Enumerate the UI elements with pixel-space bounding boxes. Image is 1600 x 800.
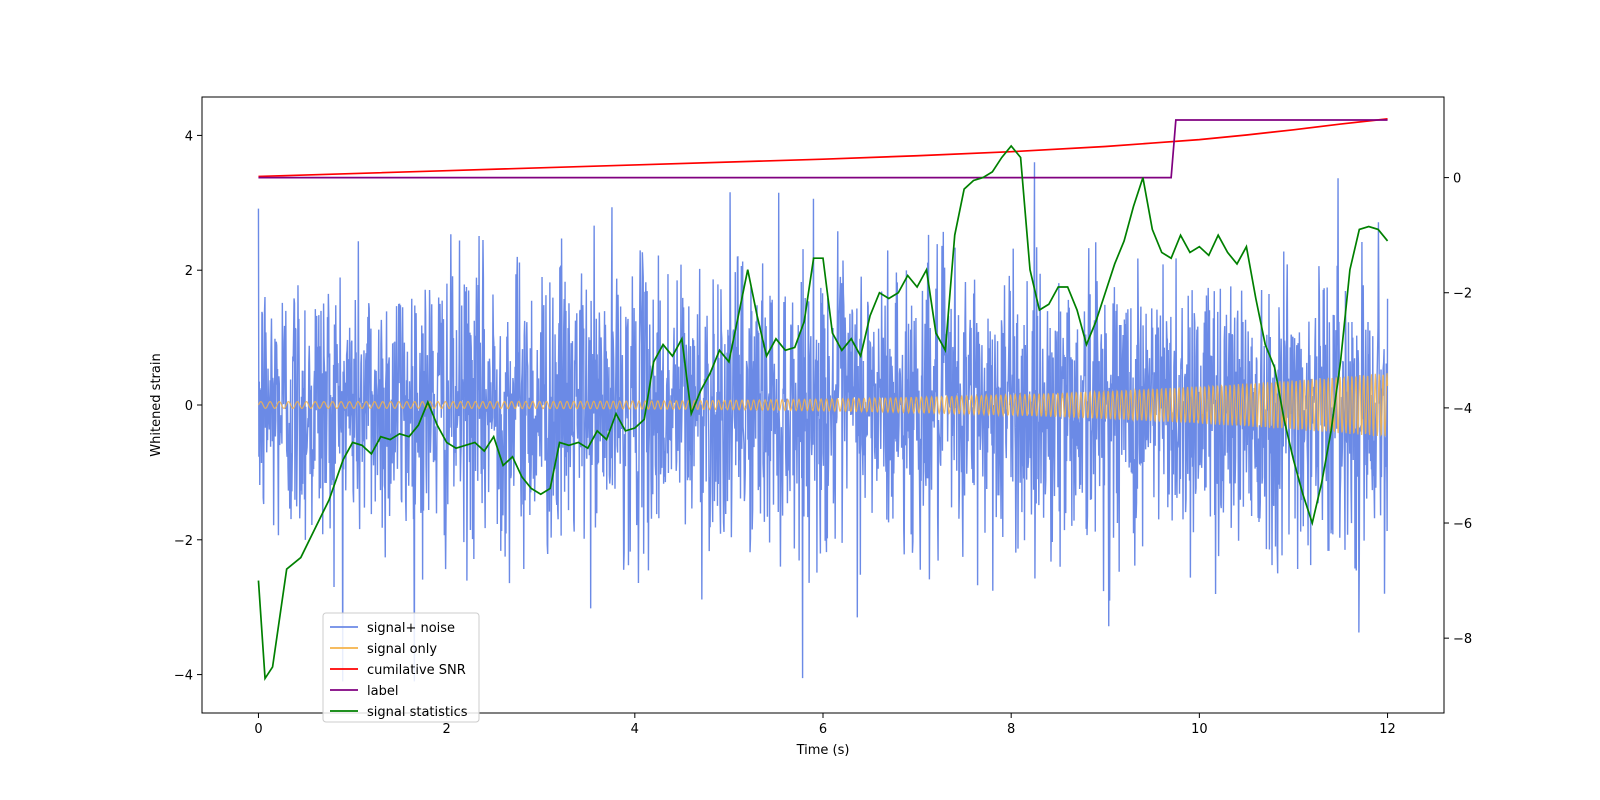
x-axis-label: Time (s) [796, 743, 850, 758]
y2-tick-label: −8 [1453, 632, 1472, 647]
axes: 0 2 4 6 8 10 12 −4 −2 0 2 4 −8 −6 −4 −2 0 [174, 96, 1472, 737]
y2-tick-label: −2 [1453, 287, 1472, 302]
y-axis-label: Whitened strain [149, 353, 164, 456]
y2-tick-label: −4 [1453, 402, 1472, 417]
series-cumulative-snr-line [258, 118, 1388, 178]
x-tick-label: 8 [1007, 722, 1015, 737]
y-tick-label: 2 [185, 264, 193, 279]
y2-tick-label: 0 [1453, 172, 1461, 187]
x-tick-label: 10 [1191, 722, 1208, 737]
x-tick-label: 4 [631, 722, 639, 737]
legend-label: signal statistics [367, 705, 468, 720]
y-tick-label: 0 [185, 399, 193, 414]
x-tick-label: 2 [442, 722, 450, 737]
legend-label: signal only [367, 642, 437, 657]
y-tick-label: −4 [174, 669, 193, 684]
legend: signal+ noise signal only cumilative SNR la… [322, 612, 480, 723]
legend-box [322, 612, 480, 723]
legend-label: signal+ noise [367, 621, 455, 636]
y-tick-label: 4 [185, 129, 193, 144]
x-tick-label: 12 [1379, 722, 1396, 737]
series-signal-noise-line [257, 162, 1389, 682]
y2-tick-label: −6 [1453, 517, 1472, 532]
series-label-line [258, 119, 1388, 179]
legend-label: label [367, 684, 398, 699]
series-signal-statistics-line [257, 144, 1389, 682]
series-signal-only-line [257, 373, 1389, 438]
y-tick-label: −2 [174, 534, 193, 549]
legend-label: cumilative SNR [367, 663, 466, 678]
x-tick-label: 6 [819, 722, 827, 737]
plot-area [257, 118, 1389, 682]
x-tick-label: 0 [254, 722, 262, 737]
